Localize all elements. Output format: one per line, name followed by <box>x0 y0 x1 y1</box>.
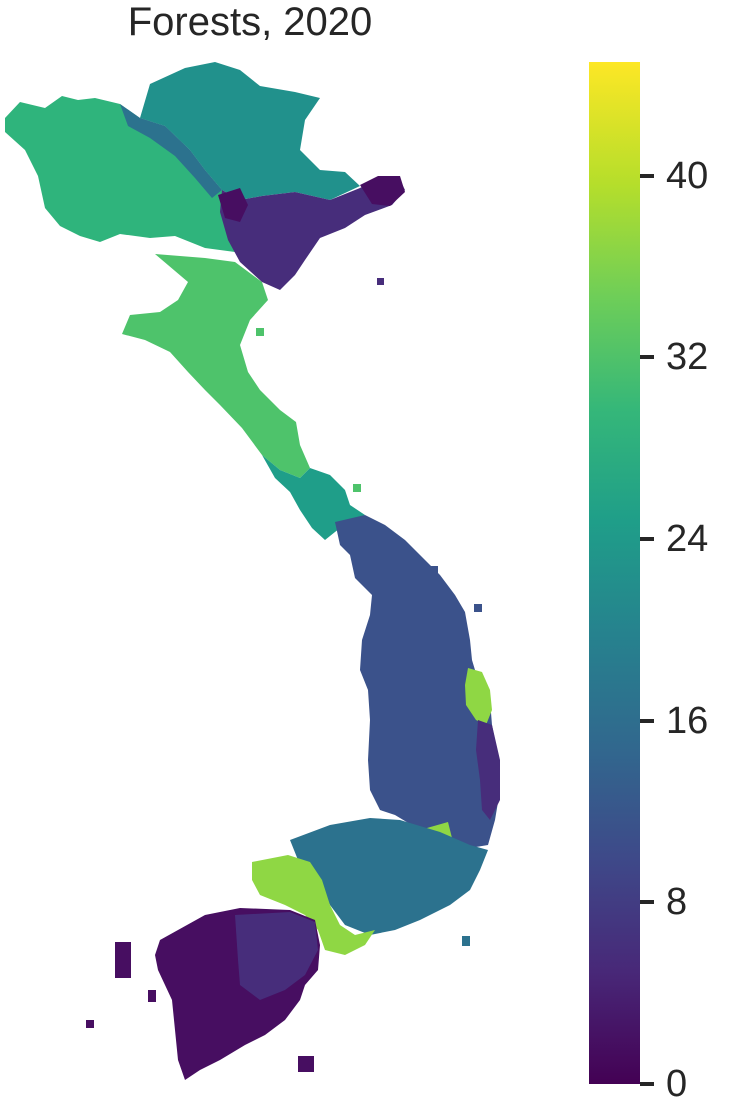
colorbar-tick-mark <box>640 536 654 541</box>
colorbar-gradient <box>589 62 640 1084</box>
island-6 <box>474 604 482 612</box>
colorbar-tick-mark <box>640 718 654 723</box>
region-northeast <box>220 176 405 290</box>
island-10 <box>430 566 438 576</box>
colorbar-tick-mark <box>640 355 654 360</box>
island-7 <box>377 278 384 285</box>
island-9 <box>353 484 361 492</box>
region-northeast-coast <box>360 176 405 206</box>
region-central-teal <box>262 455 365 540</box>
map-title: Forests, 2020 <box>127 0 373 44</box>
region-coastal-green <box>465 668 492 725</box>
region-central-highlands <box>335 515 500 848</box>
colorbar-tick-label: 32 <box>666 336 709 379</box>
island-1 <box>115 942 131 978</box>
colorbar-tick-label: 40 <box>666 154 709 197</box>
colorbar-tick-mark <box>640 173 654 178</box>
colorbar-tick-mark <box>640 1082 654 1086</box>
colorbar: 0 8 16 24 32 40 <box>589 62 729 1105</box>
region-northeast-dark <box>218 188 248 222</box>
region-coastal-purple <box>476 720 500 820</box>
colorbar-tick-label: 24 <box>666 517 709 560</box>
region-north-central-coast <box>122 254 310 478</box>
colorbar-tick-label: 0 <box>666 1063 688 1105</box>
region-south-green <box>252 855 375 955</box>
region-southeast <box>290 818 488 935</box>
island-8 <box>256 328 264 336</box>
colorbar-tick-label: 16 <box>666 699 709 742</box>
colorbar-tick-mark <box>640 900 654 905</box>
forest-map <box>5 62 500 1080</box>
island-3 <box>148 990 156 1002</box>
island-4 <box>86 1020 94 1028</box>
region-northwest <box>5 96 250 252</box>
colorbar-tick-label: 8 <box>666 881 688 924</box>
region-north-central <box>140 62 360 200</box>
region-north-strip <box>120 104 222 198</box>
island-2 <box>298 1056 314 1072</box>
region-mekong-inner <box>235 912 318 1000</box>
island-5 <box>462 936 470 946</box>
